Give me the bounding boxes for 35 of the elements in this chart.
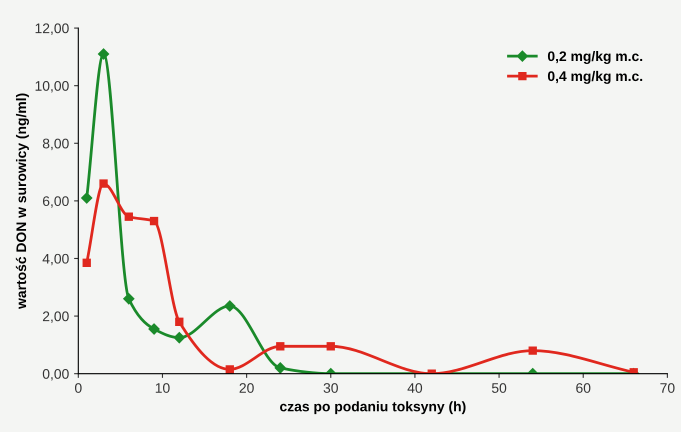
point bbox=[148, 323, 160, 335]
y-tick-label: 0,00 bbox=[42, 369, 69, 380]
y-tick-label: 10,00 bbox=[36, 81, 69, 92]
x-tick-label: 20 bbox=[240, 383, 254, 393]
legend-label: 0,2 mg/kg m.c. bbox=[548, 50, 642, 64]
point bbox=[224, 300, 236, 312]
x-tick-label: 10 bbox=[156, 383, 170, 393]
point bbox=[99, 179, 108, 188]
x-tick-label: 60 bbox=[576, 383, 590, 393]
legend-label: 0,4 mg/kg m.c. bbox=[548, 70, 642, 84]
point bbox=[175, 318, 184, 326]
point bbox=[82, 258, 91, 267]
point bbox=[174, 332, 185, 344]
point bbox=[528, 346, 537, 355]
y-tick-label: 12,00 bbox=[36, 23, 69, 35]
point bbox=[98, 48, 110, 60]
y-axis-title: wartość DON w surowicy (ng/ml) bbox=[16, 94, 29, 309]
x-axis-title: czas po podaniu toksyny (h) bbox=[280, 401, 466, 414]
y-tick-label: 2,00 bbox=[42, 311, 69, 323]
point bbox=[81, 192, 92, 204]
point bbox=[326, 342, 335, 350]
point bbox=[274, 362, 286, 374]
point bbox=[124, 212, 133, 221]
y-tick-label: 4,00 bbox=[42, 254, 69, 266]
x-tick-label: 40 bbox=[408, 383, 422, 393]
x-tick-label: 0 bbox=[74, 383, 82, 393]
x-tick-label: 70 bbox=[660, 383, 675, 393]
x-tick-label: 50 bbox=[492, 383, 506, 393]
x-tick-label: 30 bbox=[324, 383, 338, 393]
y-tick-label: 6,00 bbox=[42, 196, 69, 208]
point bbox=[276, 342, 284, 350]
y-tick-label: 8,00 bbox=[42, 138, 69, 150]
point bbox=[226, 365, 234, 374]
point bbox=[150, 216, 158, 226]
point bbox=[123, 293, 134, 304]
